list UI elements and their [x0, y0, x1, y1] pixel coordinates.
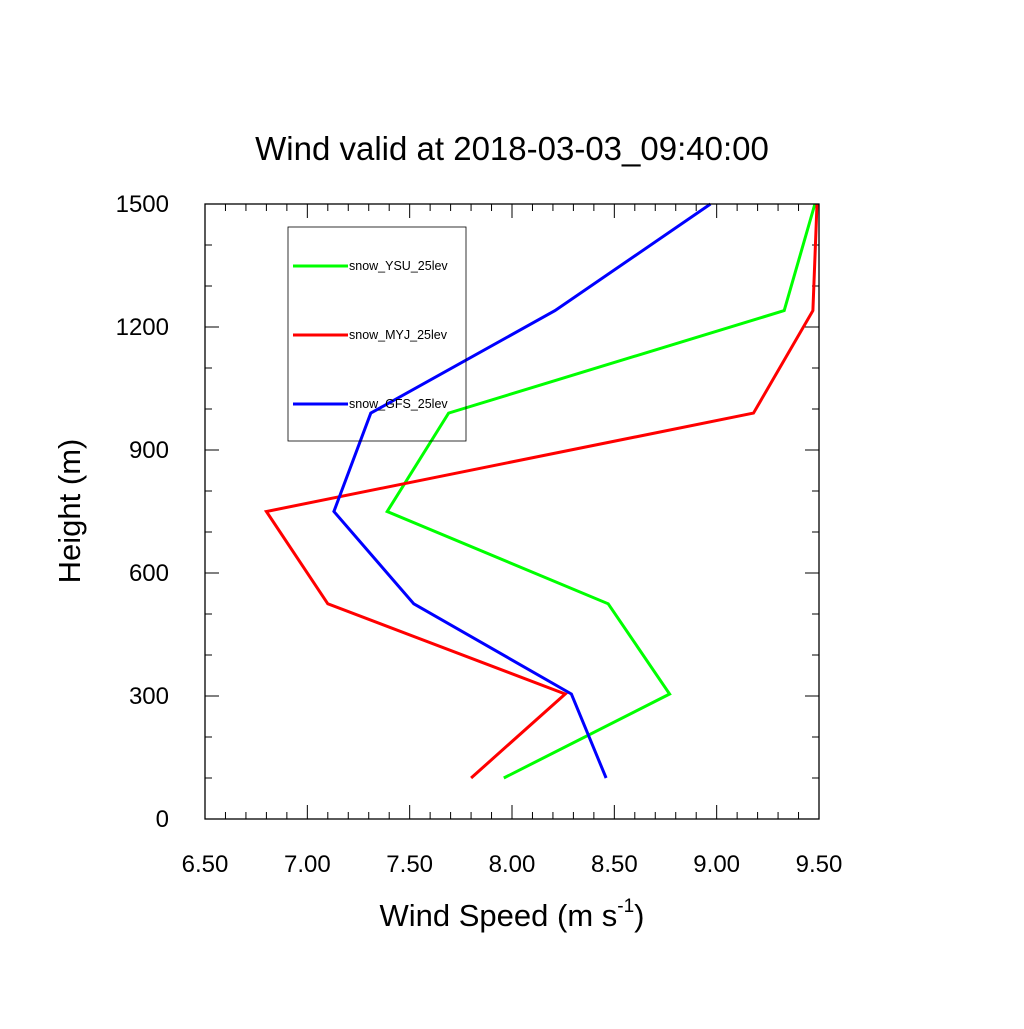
plot-layer: 6.50 7.00 7.50 8.00 8.50 9.00 9.50 0 300 600 900 12…: [116, 191, 843, 878]
x-tick-label: 7.50: [386, 851, 433, 878]
series-layer: [263, 202, 819, 780]
x-axis-label: Wind Speed (m s-1): [380, 896, 645, 933]
legend: snow_YSU_25lev snow_MYJ_25lev snow_GFS_25l…: [287, 226, 467, 442]
x-axis-label-main: Wind Speed (m s: [380, 898, 618, 933]
x-axis-label-tail: ): [634, 898, 644, 933]
legend-box: [287, 226, 467, 442]
x-tick-label: 8.50: [591, 851, 638, 878]
x-tick-label: 8.00: [489, 851, 536, 878]
y-tick-label: 600: [129, 560, 169, 587]
x-tick-label: 7.00: [284, 851, 331, 878]
x-tick-label: 9.50: [796, 851, 843, 878]
legend-label-snow_MYJ_25lev: snow_MYJ_25lev: [349, 328, 448, 342]
series-line-snow_MYJ_25lev: [263, 203, 819, 780]
plot-frame: [204, 203, 820, 820]
series-line-snow_YSU_25lev: [384, 203, 817, 780]
x-axis-label-exponent: -1: [617, 896, 634, 917]
y-tick-label: 0: [156, 806, 169, 833]
y-tick-label: 1200: [116, 314, 169, 341]
x-tick-label: 6.50: [182, 851, 229, 878]
chart-title: Wind valid at 2018-03-03_09:40:00: [255, 130, 769, 167]
legend-label-snow_YSU_25lev: snow_YSU_25lev: [349, 259, 448, 273]
x-tick-label: 9.00: [693, 851, 740, 878]
y-tick-label: 1500: [116, 191, 169, 218]
series-line-snow_GFS_25lev: [332, 202, 712, 779]
y-tick-label: 300: [129, 683, 169, 710]
y-axis-label: Height (m): [52, 439, 87, 584]
legend-label-snow_GFS_25lev: snow_GFS_25lev: [349, 397, 448, 411]
y-tick-label: 900: [129, 437, 169, 464]
